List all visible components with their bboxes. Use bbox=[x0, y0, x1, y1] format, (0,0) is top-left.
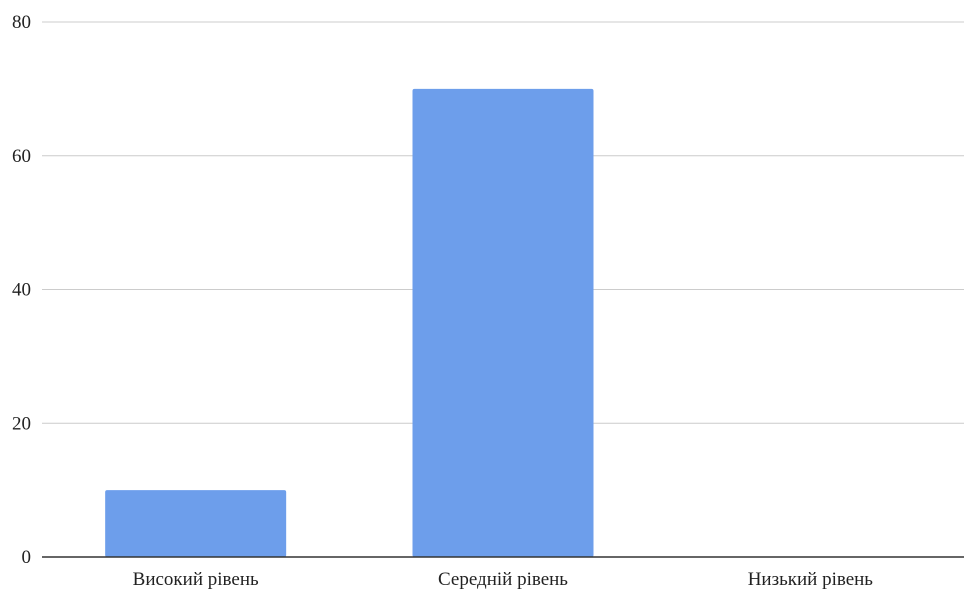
x-category-label: Середній рівень bbox=[438, 569, 568, 590]
bars bbox=[105, 88, 594, 557]
y-tick-label: 20 bbox=[12, 413, 31, 434]
y-tick-label: 40 bbox=[12, 280, 31, 301]
x-category-label: Високий рівень bbox=[133, 569, 259, 590]
bar-1 bbox=[412, 88, 594, 557]
bar-0 bbox=[105, 490, 287, 557]
y-tick-label: 0 bbox=[22, 547, 32, 568]
y-tick-label: 60 bbox=[12, 146, 31, 167]
y-axis-ticks: 0 20 40 60 80 bbox=[12, 12, 31, 568]
y-tick-label: 80 bbox=[12, 12, 31, 33]
x-category-label: Низький рівень bbox=[748, 569, 874, 590]
x-axis-categories: Високий рівень Середній рівень Низький рів… bbox=[133, 569, 874, 590]
